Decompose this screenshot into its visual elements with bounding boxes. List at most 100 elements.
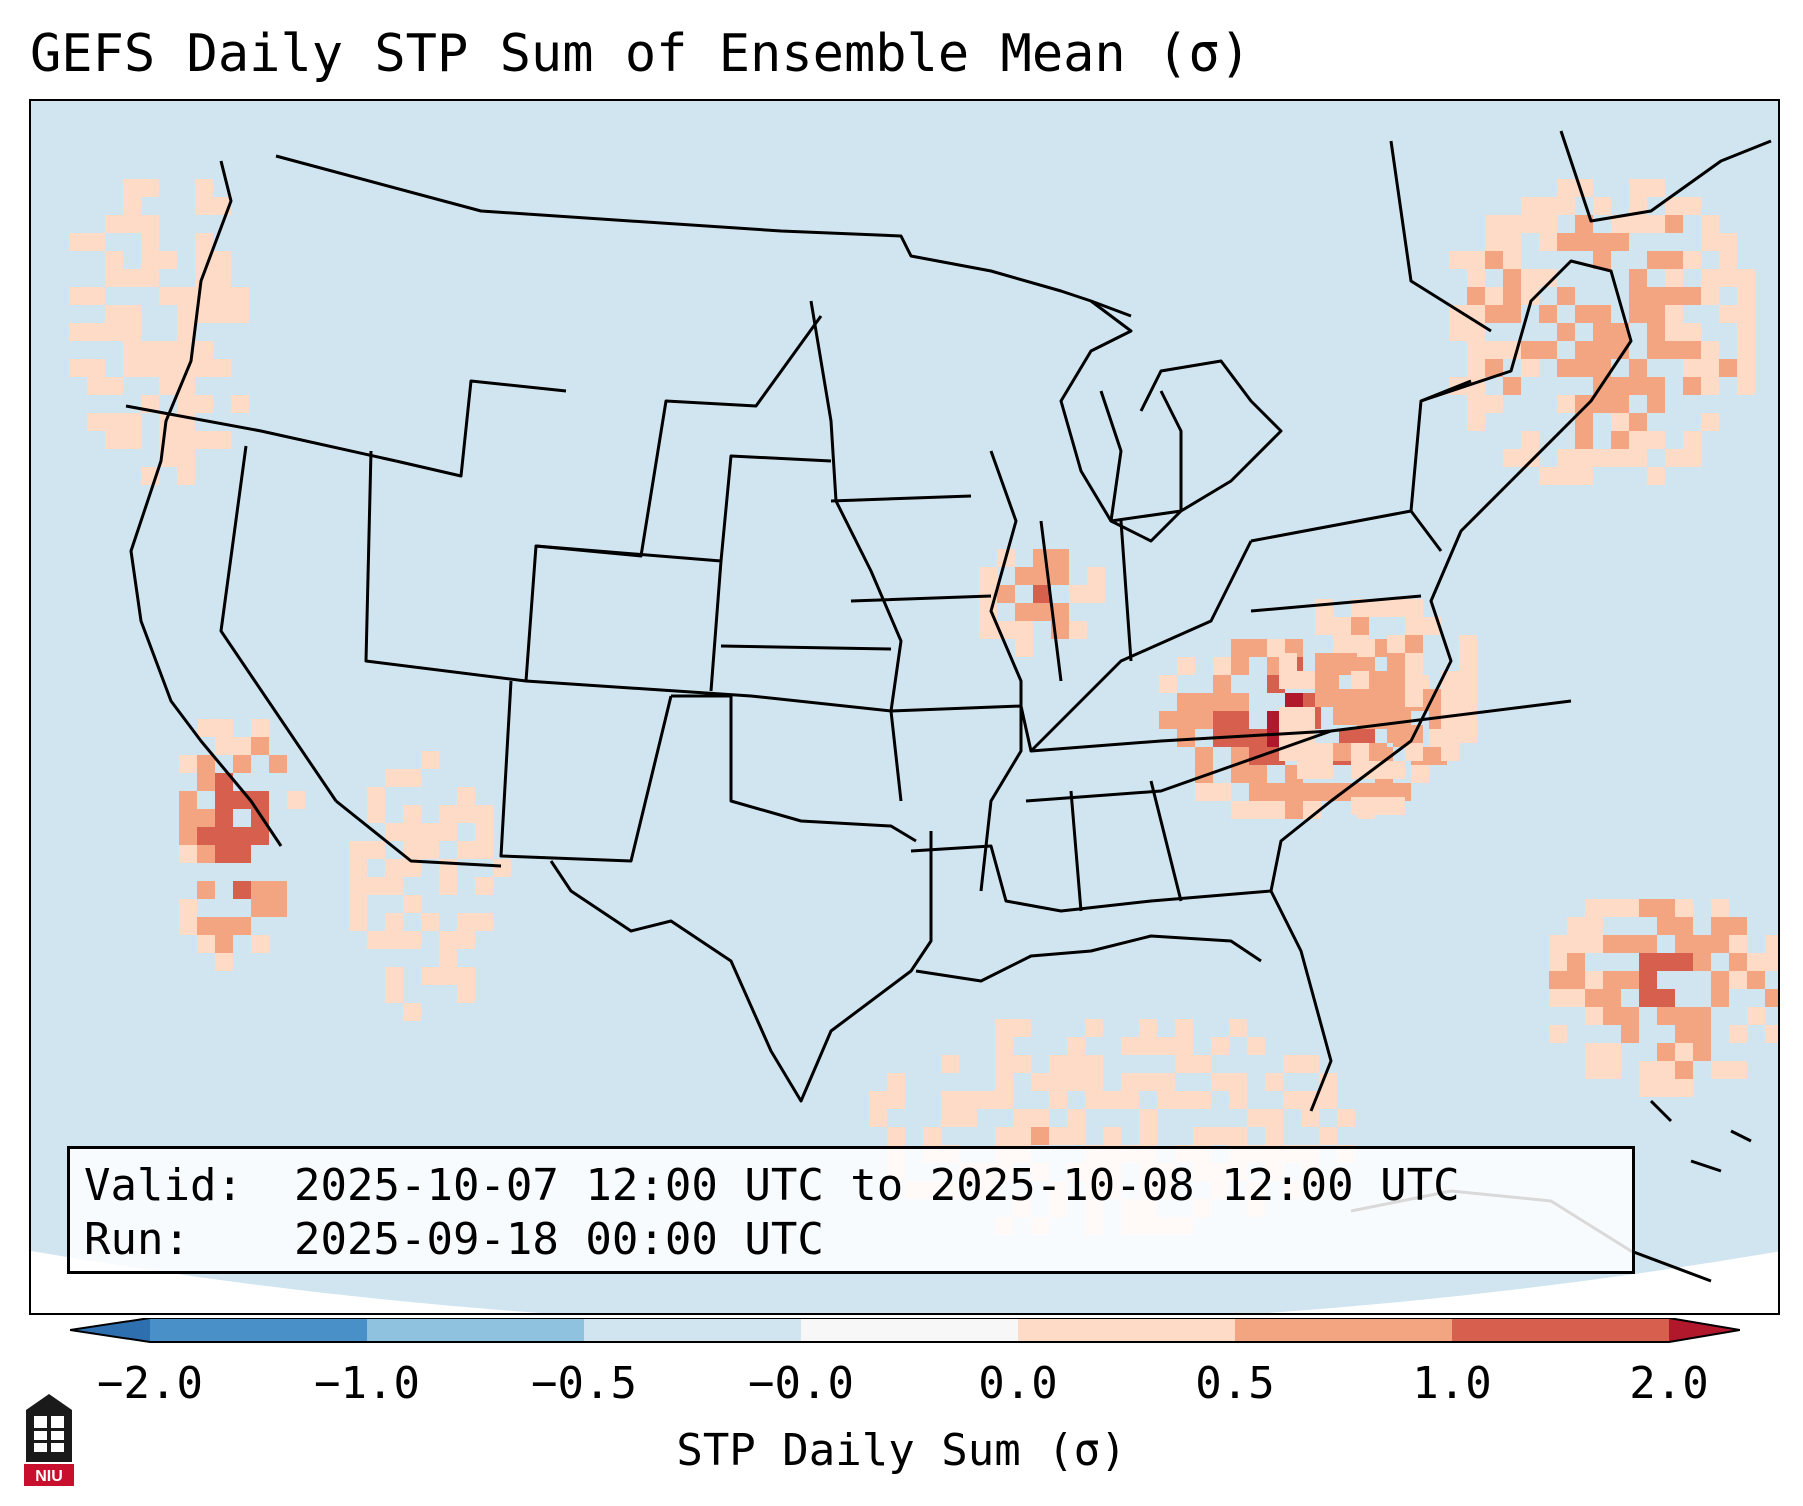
anomaly-cell (1737, 377, 1755, 395)
anomaly-cell (475, 913, 493, 931)
anomaly-cell (1701, 359, 1719, 377)
anomaly-cell (123, 215, 141, 233)
anomaly-cell (1265, 1109, 1283, 1127)
map-panel: Valid: 2025-10-07 12:00 UTC to 2025-10-08… (29, 99, 1780, 1315)
canada-east (1389, 130, 1772, 333)
anomaly-cell (1387, 599, 1405, 617)
anomaly-cell (1013, 1109, 1031, 1127)
anomaly-cell (1319, 1091, 1337, 1109)
anomaly-cell (1557, 197, 1575, 215)
anomaly-cell (1683, 251, 1701, 269)
anomaly-cell (1459, 671, 1477, 689)
anomaly-cell (1557, 323, 1575, 341)
anomaly-cell (1449, 323, 1467, 341)
anomaly-cell (1247, 1109, 1265, 1127)
anomaly-cell (1195, 693, 1213, 711)
anomaly-cell (1503, 215, 1521, 233)
anomaly-cell (1647, 377, 1665, 395)
anomaly-cell (1279, 707, 1297, 725)
anomaly-cell (403, 1003, 421, 1021)
anomaly-cell (1539, 197, 1557, 215)
anomaly-cell (959, 1109, 977, 1127)
anomaly-cell (1357, 657, 1375, 675)
anomaly-cell (1675, 953, 1693, 971)
anomaly-cell (1683, 323, 1701, 341)
anomaly-cell (997, 585, 1015, 603)
anomaly-cell (1675, 1043, 1693, 1061)
anomaly-cell (1467, 287, 1485, 305)
anomaly-cell (1549, 935, 1567, 953)
anomaly-cell (1175, 1037, 1193, 1055)
anomaly-cell (979, 567, 997, 585)
anomaly-cell (1333, 743, 1351, 761)
anomaly-cell (159, 287, 177, 305)
anomaly-cell (1229, 1073, 1247, 1091)
colorbar-segment-4 (801, 1318, 1018, 1342)
anomaly-cell (179, 899, 197, 917)
anomaly-cell (215, 845, 233, 863)
anomaly-cell (1639, 953, 1657, 971)
anomaly-cell (1765, 935, 1778, 953)
anomaly-cell (1301, 1109, 1319, 1127)
anomaly-cell (1213, 783, 1231, 801)
anomaly-cell (1033, 603, 1051, 621)
anomaly-cell (1711, 1061, 1729, 1079)
anomaly-cell (1657, 1061, 1675, 1079)
anomaly-cell (251, 935, 269, 953)
anomaly-cell (177, 449, 195, 467)
anomaly-cell (177, 305, 195, 323)
anomaly-cell (1585, 917, 1603, 935)
anomaly-cell (1647, 179, 1665, 197)
kansas-nebraska (719, 454, 892, 651)
anomaly-cell (159, 341, 177, 359)
colorbar-segment-5 (1018, 1318, 1235, 1342)
anomaly-cell (195, 197, 213, 215)
anomaly-cell (1639, 989, 1657, 1007)
anomaly-cell (141, 269, 159, 287)
anomaly-cell (197, 773, 215, 791)
tick-label: 0.0 (978, 1358, 1058, 1409)
anomaly-cell (1639, 899, 1657, 917)
anomaly-cell (1049, 1073, 1067, 1091)
anomaly-cell (1369, 689, 1387, 707)
anomaly-cell (1485, 251, 1503, 269)
anomaly-cell (1375, 783, 1393, 801)
iowa-missouri (830, 494, 992, 802)
colorbar (70, 1318, 1740, 1343)
anomaly-cell (1557, 359, 1575, 377)
anomaly-cell (1567, 971, 1585, 989)
anomaly-cell (1231, 657, 1249, 675)
anomaly-cell (1157, 1073, 1175, 1091)
anomaly-cell (1711, 917, 1729, 935)
anomaly-cell (1585, 899, 1603, 917)
anomaly-cell (1265, 1127, 1283, 1145)
anomaly-cell (1683, 431, 1701, 449)
anomaly-cell (1593, 197, 1611, 215)
anomaly-cell (1503, 305, 1521, 323)
anomaly-cell (1719, 233, 1737, 251)
anomaly-cell (1647, 323, 1665, 341)
anomaly-cell (1575, 359, 1593, 377)
anomaly-cell (1629, 197, 1647, 215)
anomaly-cell (251, 899, 269, 917)
anomaly-cell (1539, 341, 1557, 359)
anomaly-cell (195, 179, 213, 197)
anomaly-cell (1087, 567, 1105, 585)
anomaly-cell (1611, 377, 1629, 395)
anomaly-cell (1647, 287, 1665, 305)
run-value: 2025-09-18 00:00 UTC (294, 1214, 824, 1265)
anomaly-cell (1675, 917, 1693, 935)
anomaly-cell (1575, 413, 1593, 431)
anomaly-cell (1279, 671, 1297, 689)
anomaly-cell (1549, 1025, 1567, 1043)
anomaly-cell (1639, 971, 1657, 989)
tick-label: 1.0 (1412, 1358, 1492, 1409)
anomaly-cell (1051, 567, 1069, 585)
anomaly-cell (1393, 783, 1411, 801)
anomaly-cell (213, 269, 231, 287)
anomaly-cell (215, 719, 233, 737)
anomaly-cell (197, 755, 215, 773)
anomaly-cell (1369, 743, 1387, 761)
anomaly-cell (385, 769, 403, 787)
anomaly-cell (1231, 729, 1249, 747)
